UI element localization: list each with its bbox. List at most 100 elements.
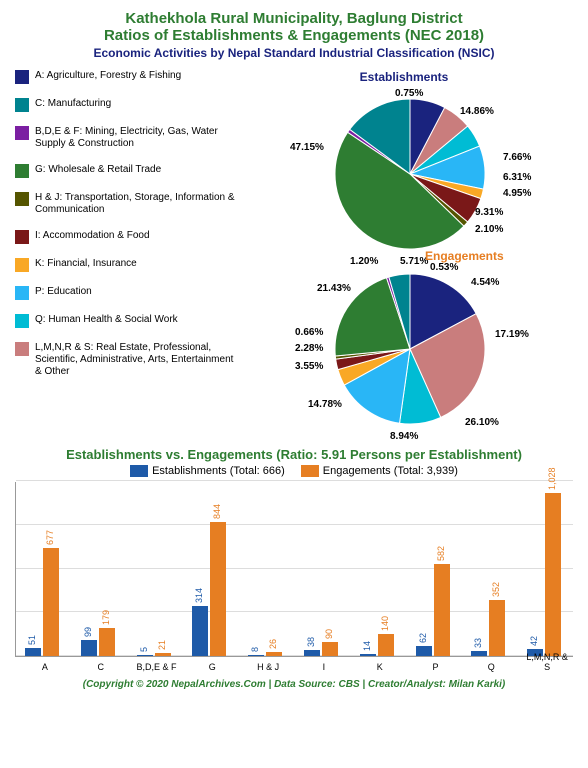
legend-item: K: Financial, Insurance [15, 258, 235, 272]
bar [266, 652, 282, 656]
bar-group: 51677A [22, 481, 68, 656]
pie-label: 21.43% [317, 283, 351, 294]
legend-item: I: Accommodation & Food [15, 230, 235, 244]
bar-group: 99179C [78, 481, 124, 656]
legend-swatch [15, 286, 29, 300]
pie-engagements: Engagements 17.19%26.10%8.94%14.78%3.55%… [235, 259, 555, 439]
legend-swatch [15, 342, 29, 356]
bar-value: 62 [418, 633, 428, 643]
bar-value: 33 [473, 638, 483, 648]
bar-value: 677 [45, 530, 55, 545]
bar-value: 314 [194, 588, 204, 603]
bar-xlabel: A [22, 662, 68, 672]
bar-xlabel: C [78, 662, 124, 672]
bar-group: 62582P [413, 481, 459, 656]
bar-value: 26 [268, 639, 278, 649]
pie-establishments: 7.66%6.31%4.95%9.31%2.10%5.71%1.20%47.15… [235, 84, 555, 264]
bar [192, 606, 208, 656]
bar-xlabel: L,M,N,R & S [524, 652, 570, 672]
bar [416, 646, 432, 656]
legend-text: K: Financial, Insurance [35, 258, 137, 270]
pie-label: 9.31% [475, 207, 503, 218]
legend-item: A: Agriculture, Forestry & Fishing [15, 70, 235, 84]
bar-xlabel: K [357, 662, 403, 672]
legend-text: H & J: Transportation, Storage, Informat… [35, 192, 235, 216]
legend-text: P: Education [35, 286, 92, 298]
legend-item: G: Wholesale & Retail Trade [15, 164, 235, 178]
legend-swatch [15, 192, 29, 206]
bar [434, 564, 450, 657]
legend-text: I: Accommodation & Food [35, 230, 150, 242]
bar-legend-item: Establishments (Total: 666) [130, 465, 285, 477]
bar [155, 653, 171, 656]
bar-title: Establishments vs. Engagements (Ratio: 5… [15, 447, 573, 462]
pie-svg [235, 259, 555, 439]
pie-label: 4.95% [503, 188, 531, 199]
legend-item: L,M,N,R & S: Real Estate, Professional, … [15, 342, 235, 378]
bar [322, 642, 338, 656]
bar-legend-swatch [130, 465, 148, 477]
legend-text: G: Wholesale & Retail Trade [35, 164, 161, 176]
bar-legend-swatch [301, 465, 319, 477]
bar [99, 628, 115, 656]
bar-legend-label: Establishments (Total: 666) [152, 465, 285, 477]
bar [25, 648, 41, 656]
bar-value: 352 [491, 582, 501, 597]
bar-value: 179 [101, 610, 111, 625]
bar-value: 90 [324, 629, 334, 639]
bar-legend: Establishments (Total: 666) Engagements (… [15, 465, 573, 477]
pie-label: 7.66% [503, 152, 531, 163]
legend-item: H & J: Transportation, Storage, Informat… [15, 192, 235, 216]
pie-label: 0.53% [430, 262, 458, 273]
pie-label: 2.28% [295, 343, 323, 354]
bar [378, 634, 394, 656]
bar [304, 650, 320, 656]
bar-chart: 51677A99179C521B,D,E & F314844G826H & J3… [15, 482, 573, 657]
legend-text: C: Manufacturing [35, 98, 111, 110]
legend-swatch [15, 314, 29, 328]
pie-label: 14.78% [308, 399, 342, 410]
pie-label: 4.54% [471, 277, 499, 288]
pie-label: 0.66% [295, 327, 323, 338]
bar [248, 655, 264, 656]
legend-item: P: Education [15, 286, 235, 300]
pie-label: 26.10% [465, 417, 499, 428]
main-title: Kathekhola Rural Municipality, Baglung D… [15, 10, 573, 27]
pie-label: 3.55% [295, 361, 323, 372]
pie-label: 6.31% [503, 172, 531, 183]
copyright: (Copyright © 2020 NepalArchives.Com | Da… [15, 679, 573, 690]
bar [137, 655, 153, 656]
bar-value: 8 [250, 647, 260, 652]
bar-value: 21 [157, 640, 167, 650]
bar-xlabel: I [301, 662, 347, 672]
bar [43, 548, 59, 656]
legend-swatch [15, 98, 29, 112]
bar-legend-item: Engagements (Total: 3,939) [301, 465, 458, 477]
bar-value: 99 [83, 627, 93, 637]
bar-xlabel: Q [468, 662, 514, 672]
bar-group: 33352Q [468, 481, 514, 656]
legend-text: A: Agriculture, Forestry & Fishing [35, 70, 181, 82]
legend-text: L,M,N,R & S: Real Estate, Professional, … [35, 342, 235, 378]
bar [210, 522, 226, 656]
bar [81, 640, 97, 656]
bar [545, 493, 561, 657]
bar-xlabel: G [189, 662, 235, 672]
bar-value: 14 [362, 641, 372, 651]
bar [471, 651, 487, 656]
legend-item: C: Manufacturing [15, 98, 235, 112]
pie-label: 0.75% [395, 88, 423, 99]
legend-item: B,D,E & F: Mining, Electricity, Gas, Wat… [15, 126, 235, 150]
bar-value: 1,028 [547, 467, 557, 490]
legend-text: B,D,E & F: Mining, Electricity, Gas, Wat… [35, 126, 235, 150]
bar-group: 421,028L,M,N,R & S [524, 481, 570, 656]
legend-text: Q: Human Health & Social Work [35, 314, 178, 326]
bar [489, 600, 505, 656]
bar [360, 654, 376, 656]
bar-group: 3890I [301, 481, 347, 656]
chart-container: Kathekhola Rural Municipality, Baglung D… [0, 0, 588, 700]
bar-value: 844 [212, 504, 222, 519]
bar-value: 140 [380, 616, 390, 631]
bar-legend-label: Engagements (Total: 3,939) [323, 465, 458, 477]
pie-label: 17.19% [495, 329, 529, 340]
